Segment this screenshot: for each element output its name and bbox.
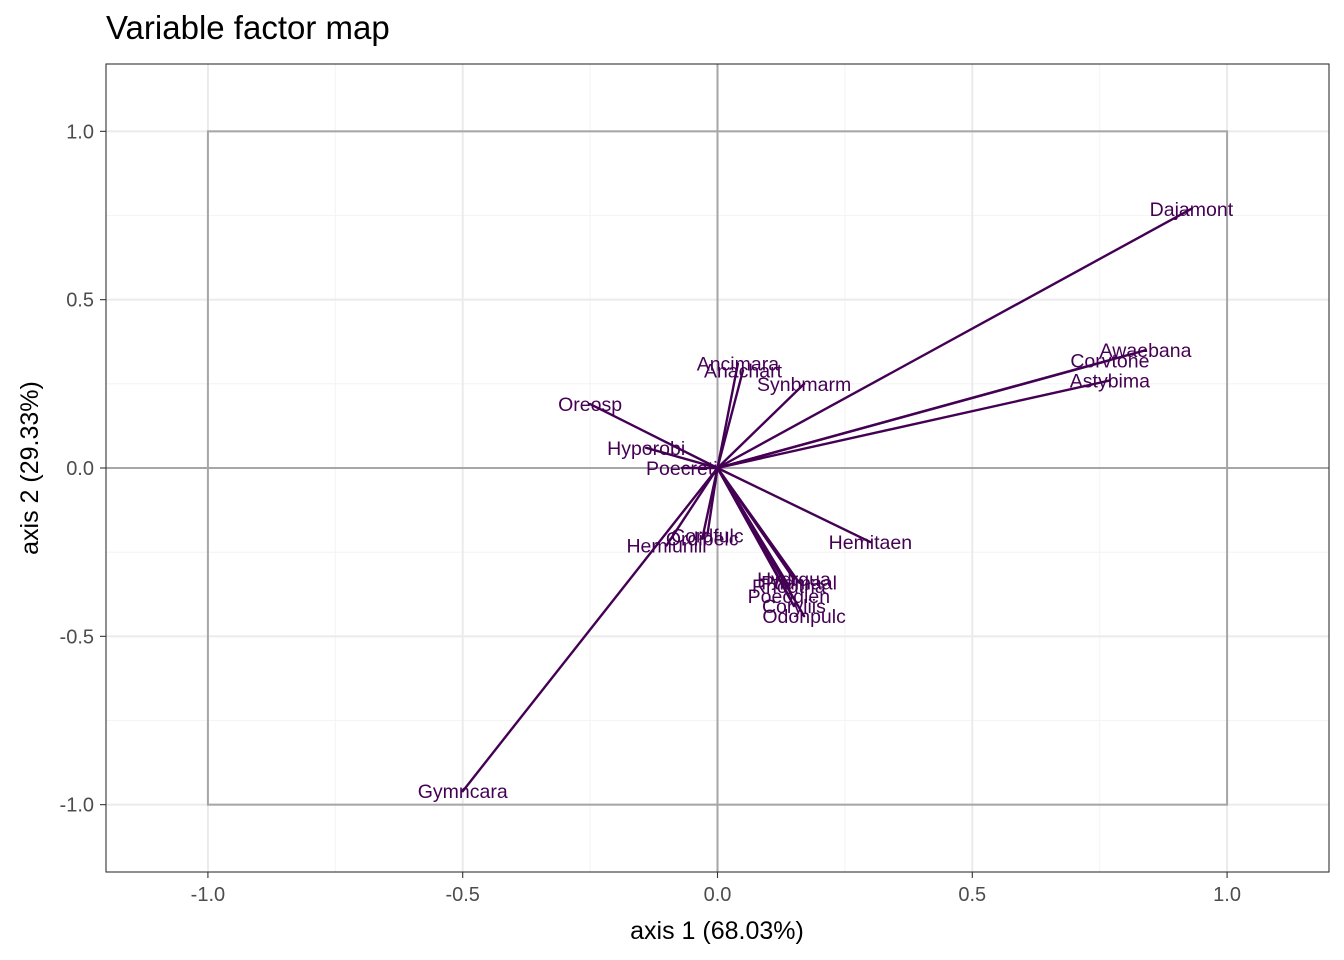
variable-arrow-anachart bbox=[716, 369, 745, 470]
y-axis-ticks: -1.0 -0.5 0.0 0.5 1.0 bbox=[60, 121, 106, 817]
x-tick-label: -0.5 bbox=[445, 884, 479, 906]
y-tick-label: -1.0 bbox=[60, 795, 94, 817]
variable-label-rhodtria: Rhodtria bbox=[752, 576, 826, 598]
variable-arrow-synbmarm bbox=[716, 382, 806, 470]
variable-label-hemiuniil: Hemiuniil bbox=[626, 535, 706, 557]
x-axis-title: axis 1 (68.03%) bbox=[630, 917, 804, 945]
variable-label-synbmarm: Synbmarm bbox=[757, 374, 851, 396]
variable-label-hemitaen: Hemitaen bbox=[829, 532, 912, 554]
variable-label-cordfulc: Cordfulc bbox=[671, 525, 744, 547]
y-tick-label: 0.5 bbox=[66, 290, 94, 312]
variable-arrow-oreosp bbox=[588, 402, 719, 470]
variable-label-oreosp: Oreosp bbox=[558, 394, 622, 416]
variable-label-odonpulc: Odonpulc bbox=[762, 606, 846, 628]
variable-arrow-odonpulc bbox=[716, 466, 806, 618]
variable-arrow-cordfulc bbox=[706, 466, 719, 537]
variable-label-coryliis: Coryliis bbox=[762, 596, 826, 618]
variable-label-ordibelc: Ordibelc bbox=[666, 529, 739, 551]
y-tick-label: 0.0 bbox=[66, 458, 94, 480]
variable-arrow-hemitaen bbox=[716, 466, 872, 544]
variable-arrow-hydrqua bbox=[716, 466, 796, 581]
variable-label-astybima: Astybima bbox=[1070, 370, 1150, 392]
variable-label-poeodien: Poeodien bbox=[748, 586, 830, 608]
variable-label-ptidmaal: Ptidmaal bbox=[761, 572, 837, 594]
variable-arrow-corvtone bbox=[716, 359, 1112, 470]
x-tick-label: 0.0 bbox=[704, 884, 732, 906]
x-axis-ticks: -1.0 -0.5 0.0 0.5 1.0 bbox=[191, 872, 1241, 906]
y-tick-label: 1.0 bbox=[66, 121, 94, 143]
variable-label-poecreti: Poecreti bbox=[646, 458, 718, 480]
variable-label-anachart: Anachart bbox=[704, 360, 783, 382]
variable-arrow-astybima bbox=[716, 379, 1112, 470]
variable-label-hyporobi: Hyporobi bbox=[607, 438, 685, 460]
variable-label-dajamont: Dajamont bbox=[1150, 199, 1234, 221]
x-tick-label: -1.0 bbox=[191, 884, 225, 906]
variable-arrow-gymncara bbox=[461, 466, 719, 793]
variable-label-gymncara: Gymncara bbox=[418, 781, 508, 803]
variable-label-awaebana: Awaebana bbox=[1100, 340, 1192, 362]
chart-title: Variable factor map bbox=[106, 9, 390, 46]
y-tick-label: -0.5 bbox=[60, 626, 94, 648]
variable-label-ancimara: Ancimara bbox=[697, 354, 780, 376]
x-tick-label: 0.5 bbox=[958, 884, 986, 906]
variable-arrow-hyporobi bbox=[644, 446, 719, 470]
variable-arrows bbox=[461, 207, 1193, 793]
variable-label-corvtone: Corvtone bbox=[1070, 350, 1149, 372]
variable-arrow-dajamont bbox=[716, 207, 1193, 470]
x-tick-label: 1.0 bbox=[1213, 884, 1241, 906]
variable-label-hydrqua: Hydrqua bbox=[757, 569, 831, 591]
variable-arrow-hemiuniil bbox=[665, 466, 719, 547]
y-axis-title: axis 2 (29.33%) bbox=[16, 381, 44, 555]
